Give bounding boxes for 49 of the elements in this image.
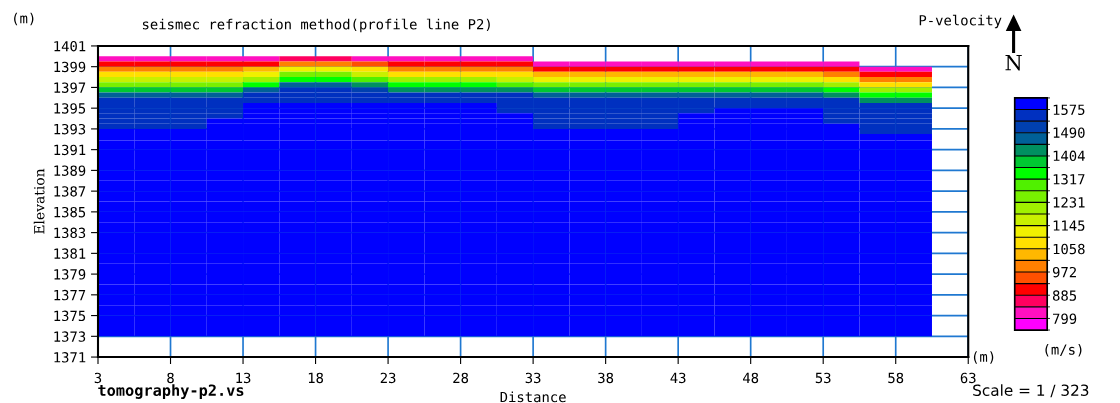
text: (m) <box>14 12 34 26</box>
color-bar-label: 1404 <box>1053 150 1085 162</box>
x-tick-label: 23 <box>380 372 396 384</box>
y-tick-label: 1397 <box>54 82 86 93</box>
x-tick-label: 3 <box>94 372 102 384</box>
color-bar-label: 1058 <box>1053 243 1085 255</box>
color-bar-label: 1145 <box>1053 220 1085 231</box>
y-tick-label: 1383 <box>54 227 86 239</box>
y-tick-label: 1379 <box>54 269 86 280</box>
color-bar-label: 885 <box>1052 290 1077 301</box>
y-tick-label: 1391 <box>54 144 86 156</box>
x-tick-label: 13 <box>236 372 251 384</box>
y-tick-label: 1373 <box>54 331 86 342</box>
y-tick-label: 1387 <box>54 186 86 197</box>
color-bar-label: 1490 <box>1053 127 1085 138</box>
color-bar-label: 1231 <box>1053 197 1085 208</box>
x-tick-label: 58 <box>888 372 904 384</box>
x-tick-label: 53 <box>815 372 831 384</box>
x-tick-label: 18 <box>308 372 324 384</box>
color-bar-label: 1575 <box>1053 104 1085 116</box>
y-tick-label: 1371 <box>54 352 86 363</box>
x-tick-label: 48 <box>743 372 759 384</box>
text: P-velocity <box>919 14 1002 29</box>
y-tick-label: 1381 <box>54 248 86 259</box>
color-bar-title: (m/s) <box>1045 344 1082 357</box>
color-bar-label: 972 <box>1052 266 1076 278</box>
x-tick-label: 63 <box>960 372 976 384</box>
x-tick-label: 33 <box>525 372 541 384</box>
color-bar-label: 799 <box>1053 313 1077 324</box>
y-tick-label: 1395 <box>54 103 86 114</box>
chart-title: seismec refraction method(profile line P2) <box>142 18 490 33</box>
text: N <box>1005 55 1022 71</box>
x-tick-label: 28 <box>453 372 469 384</box>
color-bar-label: 1317 <box>1053 173 1085 185</box>
y-tick-label: 1389 <box>54 165 86 176</box>
x-tick-label: 38 <box>598 372 614 384</box>
x-axis-title: Distance <box>500 391 566 403</box>
text: (m) <box>973 351 994 364</box>
y-tick-label: 1393 <box>54 123 86 135</box>
y-tick-label: 1401 <box>54 40 86 52</box>
y-tick-label: 1377 <box>54 289 86 301</box>
text: tomography-p2.vs <box>98 384 244 399</box>
y-tick-label: 1375 <box>54 310 86 322</box>
x-tick-label: 8 <box>167 372 174 384</box>
y-tick-label: 1385 <box>54 206 86 218</box>
text: Scale = 1 / 323 <box>973 384 1089 398</box>
y-tick-label: 1399 <box>54 61 86 73</box>
y-axis-title: Elevation <box>33 168 45 234</box>
x-tick-label: 43 <box>670 372 686 384</box>
